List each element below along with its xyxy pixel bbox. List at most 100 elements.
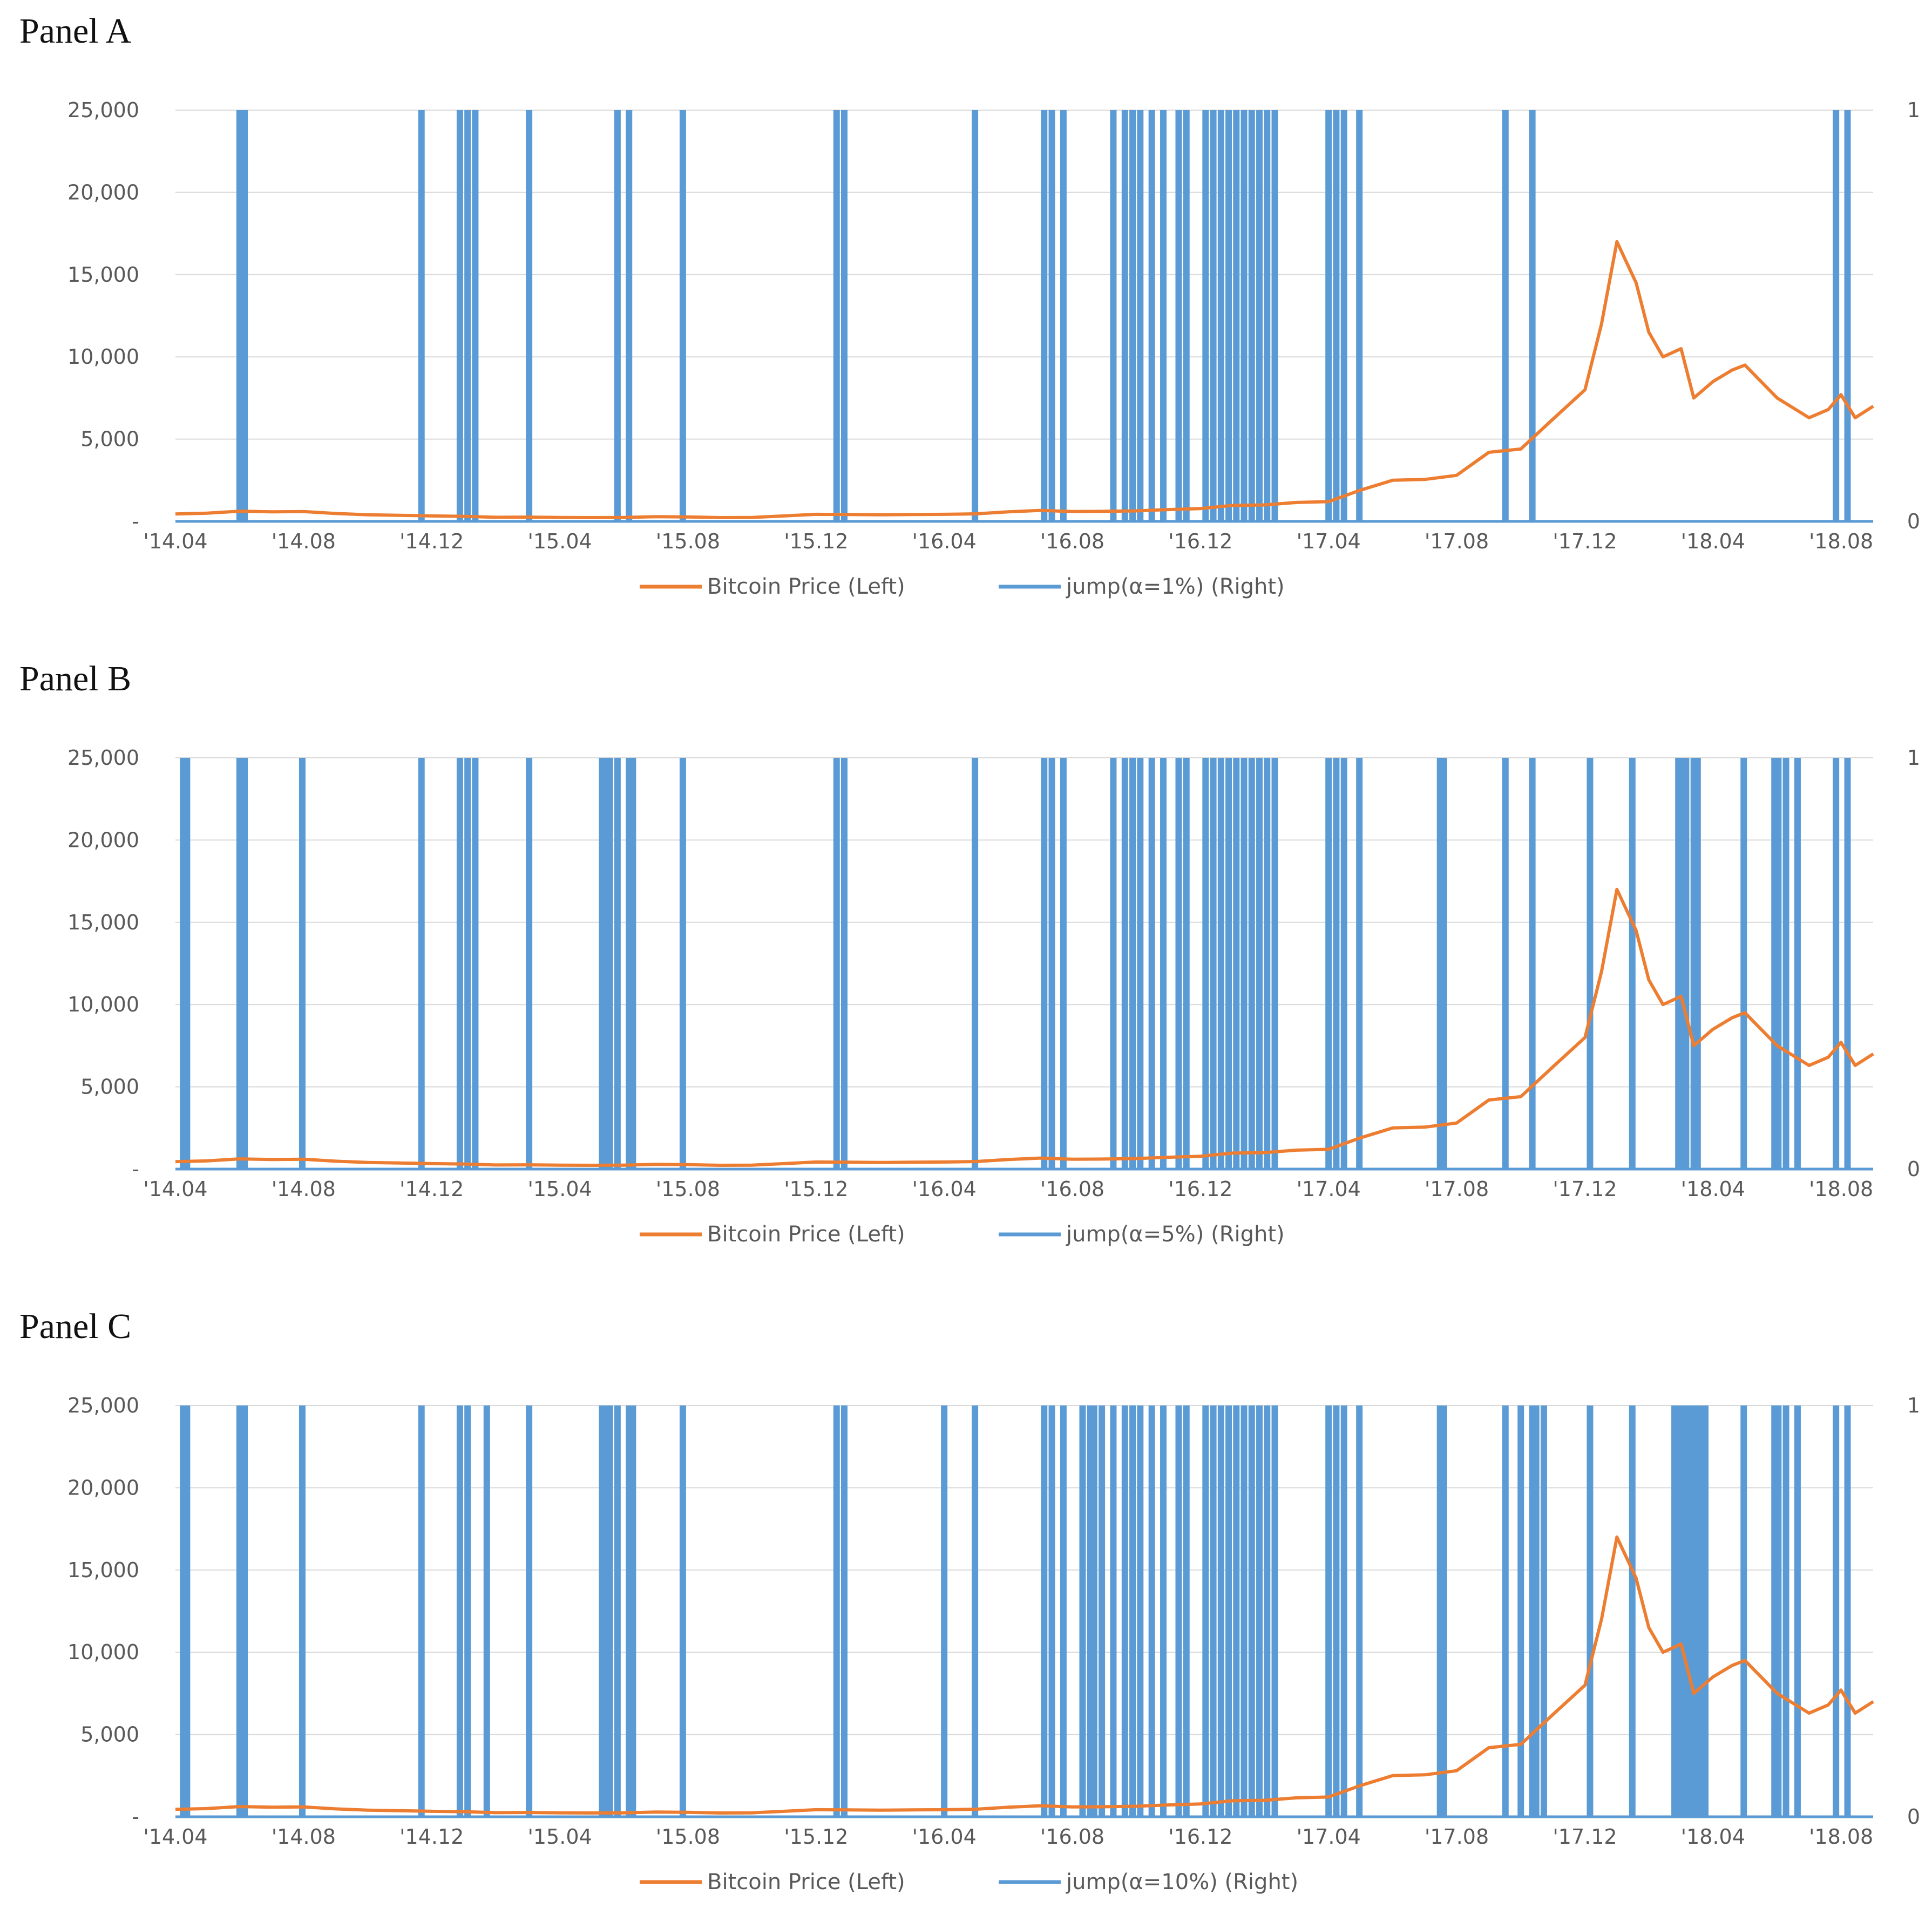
legend-label: jump(α=10%) (Right): [1066, 1870, 1298, 1894]
jump-bar: [1256, 110, 1263, 521]
x-tick-label: '15.04: [527, 1177, 592, 1201]
x-tick-label: '17.12: [1553, 529, 1617, 553]
y-left-tick-label: 25,000: [67, 98, 139, 122]
jump-bar: [1833, 110, 1840, 521]
y-right-tick-label: 0: [1907, 1157, 1920, 1181]
x-tick-label: '14.04: [143, 529, 207, 553]
jump-bar: [1240, 758, 1248, 1169]
y-left-tick-label: 5,000: [80, 1075, 139, 1099]
jump-bar: [1629, 758, 1636, 1169]
x-tick-label: '18.04: [1681, 1177, 1745, 1201]
y-left-tick-label: 20,000: [67, 828, 139, 852]
jump-bar: [1217, 1405, 1224, 1817]
jump-bar: [1160, 1405, 1167, 1817]
x-tick-label: '15.04: [527, 1825, 592, 1849]
jump-bar: [1148, 1405, 1155, 1817]
jump-bar: [418, 1405, 425, 1817]
jump-bar: [841, 1405, 848, 1817]
jump-bar: [1340, 758, 1347, 1169]
y-left-tick-label: 15,000: [67, 1558, 139, 1582]
jump-bar: [1041, 758, 1048, 1169]
jump-bar: [241, 1405, 248, 1817]
legend-label: jump(α=5%) (Right): [1066, 1222, 1285, 1247]
jump-bar: [1175, 1405, 1182, 1817]
jump-bar: [1060, 110, 1067, 521]
jump-bar: [1137, 110, 1144, 521]
jump-bar: [1183, 758, 1190, 1169]
x-tick-label: '17.08: [1425, 529, 1489, 553]
panel-a-chart: - 5,000 10,000 15,000 20,000 25,000 0 1 '14.04 '1…: [67, 98, 1920, 599]
y-left-tick-label: -: [132, 510, 139, 533]
x-tick-label: '15.12: [784, 1177, 848, 1201]
y-right-tick-label: 1: [1907, 1394, 1920, 1417]
jump-bar: [418, 110, 425, 521]
jump-bar: [1794, 758, 1801, 1169]
jump-bar: [236, 1405, 243, 1817]
jump-bar: [1233, 1405, 1240, 1817]
x-tick-label: '17.04: [1297, 529, 1361, 553]
price-line: [175, 1535, 1874, 1815]
jump-bar: [464, 758, 471, 1169]
legend-label: Bitcoin Price (Left): [707, 1222, 905, 1247]
jump-bar: [241, 758, 248, 1169]
jump-bar: [1271, 1405, 1278, 1817]
jump-bar: [1502, 758, 1509, 1169]
jump-bar: [1110, 758, 1117, 1169]
y-right-tick-label: 0: [1907, 1805, 1920, 1829]
y-right-tick-label: 1: [1907, 746, 1920, 770]
x-tick-label: '14.12: [399, 529, 464, 553]
jump-bar: [456, 1405, 463, 1817]
jump-bar: [1325, 110, 1332, 521]
jump-bar: [456, 110, 463, 521]
jump-bar: [1333, 1405, 1340, 1817]
x-tick-label: '16.04: [912, 529, 977, 553]
x-tick-label: '18.04: [1681, 1825, 1745, 1849]
jump-bar: [1225, 1405, 1232, 1817]
legend-label: jump(α=1%) (Right): [1066, 574, 1285, 599]
jump-bar: [606, 758, 613, 1169]
jump-bar: [1775, 1405, 1782, 1817]
jump-bar: [1540, 1405, 1547, 1817]
x-tick-label: '15.04: [527, 529, 592, 553]
jump-bar: [1529, 110, 1536, 521]
jump-bar: [1340, 1405, 1347, 1817]
jump-bar: [1782, 758, 1789, 1169]
x-tick-label: '14.04: [143, 1825, 207, 1849]
jump-bar: [299, 758, 306, 1169]
jump-bar: [629, 758, 636, 1169]
jump-bar: [1333, 110, 1340, 521]
y-left-tick-label: 10,000: [67, 345, 139, 369]
x-tick-label: '18.08: [1809, 529, 1873, 553]
x-tick-label: '17.04: [1297, 1825, 1361, 1849]
jump-bar: [1079, 1405, 1086, 1817]
jump-bar: [184, 758, 191, 1169]
price-line: [175, 887, 1874, 1167]
x-tick-label: '14.12: [399, 1177, 464, 1201]
jump-bar: [472, 758, 479, 1169]
jump-bar: [1587, 758, 1594, 1169]
jump-bar: [526, 1405, 533, 1817]
jump-bar: [1041, 110, 1048, 521]
jump-bar: [1048, 1405, 1055, 1817]
x-tick-label: '16.04: [912, 1825, 977, 1849]
jump-bar: [1041, 1405, 1048, 1817]
legend: Bitcoin Price (Left) jump(α=1%) (Right): [640, 574, 1285, 599]
jump-bar: [1129, 1405, 1136, 1817]
x-tick-label: '17.12: [1553, 1177, 1617, 1201]
jump-bar: [472, 110, 479, 521]
jump-bar: [1248, 110, 1255, 521]
x-tick-label: '15.08: [656, 1177, 720, 1201]
x-tick-label: '16.12: [1168, 1177, 1232, 1201]
jump-bar: [1048, 758, 1055, 1169]
jump-bar: [1740, 758, 1747, 1169]
jump-bar: [1210, 758, 1217, 1169]
y-left-tick-label: 15,000: [67, 263, 139, 287]
x-tick-label: '14.12: [399, 1825, 464, 1849]
jump-bar: [1175, 758, 1182, 1169]
x-tick-label: '15.12: [784, 1825, 848, 1849]
jump-bar: [1844, 110, 1851, 521]
jump-bar: [418, 758, 425, 1169]
jump-bar: [1356, 110, 1363, 521]
y-left-tick-label: -: [132, 1805, 139, 1829]
x-tick-label: '16.04: [912, 1177, 977, 1201]
